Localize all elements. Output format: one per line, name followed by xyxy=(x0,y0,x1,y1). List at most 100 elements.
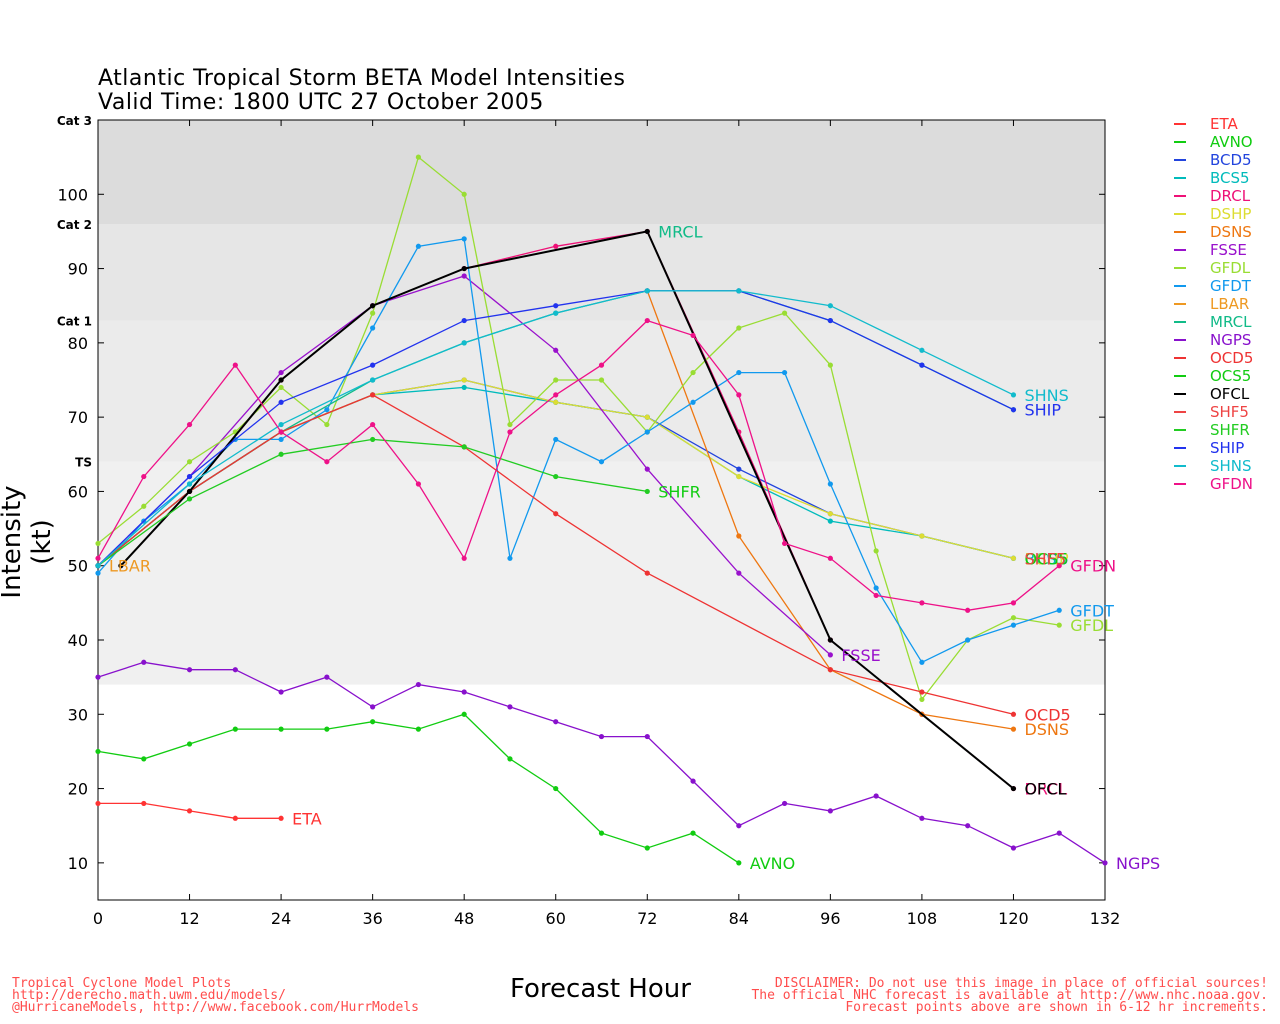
data-point-ocd5 xyxy=(919,689,925,695)
data-point-fsse xyxy=(461,273,467,279)
series-end-label: OFCL xyxy=(1024,780,1066,799)
data-point-gfdn xyxy=(781,540,788,547)
series-line-ocd5 xyxy=(97,394,1014,715)
y-tick-label: 60 xyxy=(68,482,88,501)
data-point-ngps xyxy=(919,815,925,821)
legend-swatch xyxy=(1174,285,1186,287)
data-point-avno xyxy=(370,719,376,725)
disclaimer-line: The official NHC forecast is available a… xyxy=(751,988,1268,1003)
legend-swatch xyxy=(1174,357,1186,359)
series-end-label: BCS5 xyxy=(1024,549,1066,568)
y-tick-label: 90 xyxy=(68,260,88,279)
data-point-shfr xyxy=(370,436,376,443)
y-tick-label: 30 xyxy=(68,705,88,724)
legend-label: OFCL xyxy=(1210,385,1250,403)
data-point-shns xyxy=(644,288,650,294)
disclaimer-line: Forecast points above are shown in 6-12 … xyxy=(845,1000,1268,1015)
legend-item-ocd5: OCD5 xyxy=(1172,349,1272,367)
legend-label: AVNO xyxy=(1210,133,1253,151)
data-point-avno xyxy=(141,756,147,762)
legend-item-ofcl: OFCL xyxy=(1172,385,1272,403)
category-band xyxy=(98,120,1105,224)
series-end-label: SHIP xyxy=(1024,401,1061,420)
data-point-avno xyxy=(186,741,193,747)
legend-label: SHF5 xyxy=(1210,403,1249,421)
series-end-label: OCS5 xyxy=(1024,549,1068,568)
data-point-gfdn xyxy=(736,392,742,398)
data-point-ngps xyxy=(644,733,650,740)
data-point-gfdn xyxy=(461,555,467,561)
data-point-ngps xyxy=(370,704,376,710)
data-point-shfr xyxy=(644,488,650,495)
data-point-gfdt xyxy=(919,659,925,665)
series-end-label: GFDT xyxy=(1070,601,1114,620)
legend-item-lbar: LBAR xyxy=(1172,295,1272,313)
series-end-label: BCD5 xyxy=(1024,549,1068,568)
data-point-ofcl xyxy=(461,265,467,272)
data-point-gfdn xyxy=(690,332,696,339)
data-point-ngps xyxy=(415,681,422,688)
data-point-gfdn xyxy=(598,362,605,368)
legend-label: OCS5 xyxy=(1210,367,1252,385)
legend-item-shns: SHNS xyxy=(1172,457,1272,475)
x-tick-label: 72 xyxy=(637,909,657,928)
data-point-shfr xyxy=(186,496,193,502)
legend-swatch xyxy=(1174,483,1186,485)
data-point-gfdn xyxy=(1010,600,1017,606)
data-point-gfdt xyxy=(644,429,650,435)
data-point-ngps xyxy=(1056,830,1062,836)
data-point-ngps xyxy=(553,719,559,725)
series-end-label: LBAR xyxy=(109,557,151,576)
series-end-label: DSNS xyxy=(1024,720,1069,739)
legend-swatch xyxy=(1174,429,1186,431)
legend-item-avno: AVNO xyxy=(1172,133,1272,151)
data-point-shns xyxy=(95,563,101,569)
legend-label: ETA xyxy=(1210,115,1238,133)
legend-swatch xyxy=(1174,231,1186,233)
data-point-eta xyxy=(186,808,193,814)
data-point-fsse xyxy=(736,570,742,576)
data-point-gfdn xyxy=(644,317,650,324)
legend-item-ship: SHIP xyxy=(1172,439,1272,457)
data-point-gfdl xyxy=(598,377,605,383)
data-point-eta xyxy=(232,815,238,821)
data-point-ngps xyxy=(1102,860,1108,866)
series-end-label: SHNS xyxy=(1024,386,1068,405)
legend-label: DRCL xyxy=(1210,187,1251,205)
footer-credit-line[interactable]: http://derecho.math.uwm.edu/models/ xyxy=(12,988,286,1003)
legend-swatch xyxy=(1174,465,1186,467)
data-point-fsse xyxy=(553,347,559,353)
y-tick-label: 10 xyxy=(68,854,88,873)
plot-frame xyxy=(97,119,1106,901)
legend-label: BCD5 xyxy=(1210,151,1252,169)
data-point-avno xyxy=(690,830,696,836)
x-tick-label: 60 xyxy=(546,909,566,928)
x-tick-label: 108 xyxy=(907,909,938,928)
data-point-avno xyxy=(736,860,742,866)
data-point-gfdn xyxy=(1056,563,1062,569)
data-point-gfdn xyxy=(278,429,284,435)
data-point-gfdt xyxy=(781,369,788,376)
data-point-gfdn xyxy=(370,421,376,428)
footer-credit-line[interactable]: @HurricaneModels, http://www.facebook.co… xyxy=(12,1000,419,1015)
data-point-ngps xyxy=(598,733,605,740)
data-point-gfdl xyxy=(507,421,513,428)
data-point-gfdt xyxy=(278,436,284,443)
data-point-shns xyxy=(461,340,467,346)
data-point-gfdl xyxy=(690,369,696,376)
data-point-gfdl xyxy=(1056,622,1062,628)
data-point-gfdl xyxy=(461,191,467,197)
legend-label: GFDT xyxy=(1210,277,1251,295)
x-tick-label: 132 xyxy=(1090,909,1121,928)
legend-item-ngps: NGPS xyxy=(1172,331,1272,349)
legend-label: FSSE xyxy=(1210,241,1247,259)
series-end-label: ETA xyxy=(292,809,322,828)
data-point-avno xyxy=(598,830,605,836)
data-point-ofcl xyxy=(370,303,376,309)
data-point-shns xyxy=(736,288,742,294)
data-point-shns xyxy=(553,310,559,316)
x-tick-label: 84 xyxy=(729,909,749,928)
data-point-gfdn xyxy=(919,600,925,606)
data-point-avno xyxy=(644,845,650,851)
series-end-label: DRCL xyxy=(1024,780,1067,799)
